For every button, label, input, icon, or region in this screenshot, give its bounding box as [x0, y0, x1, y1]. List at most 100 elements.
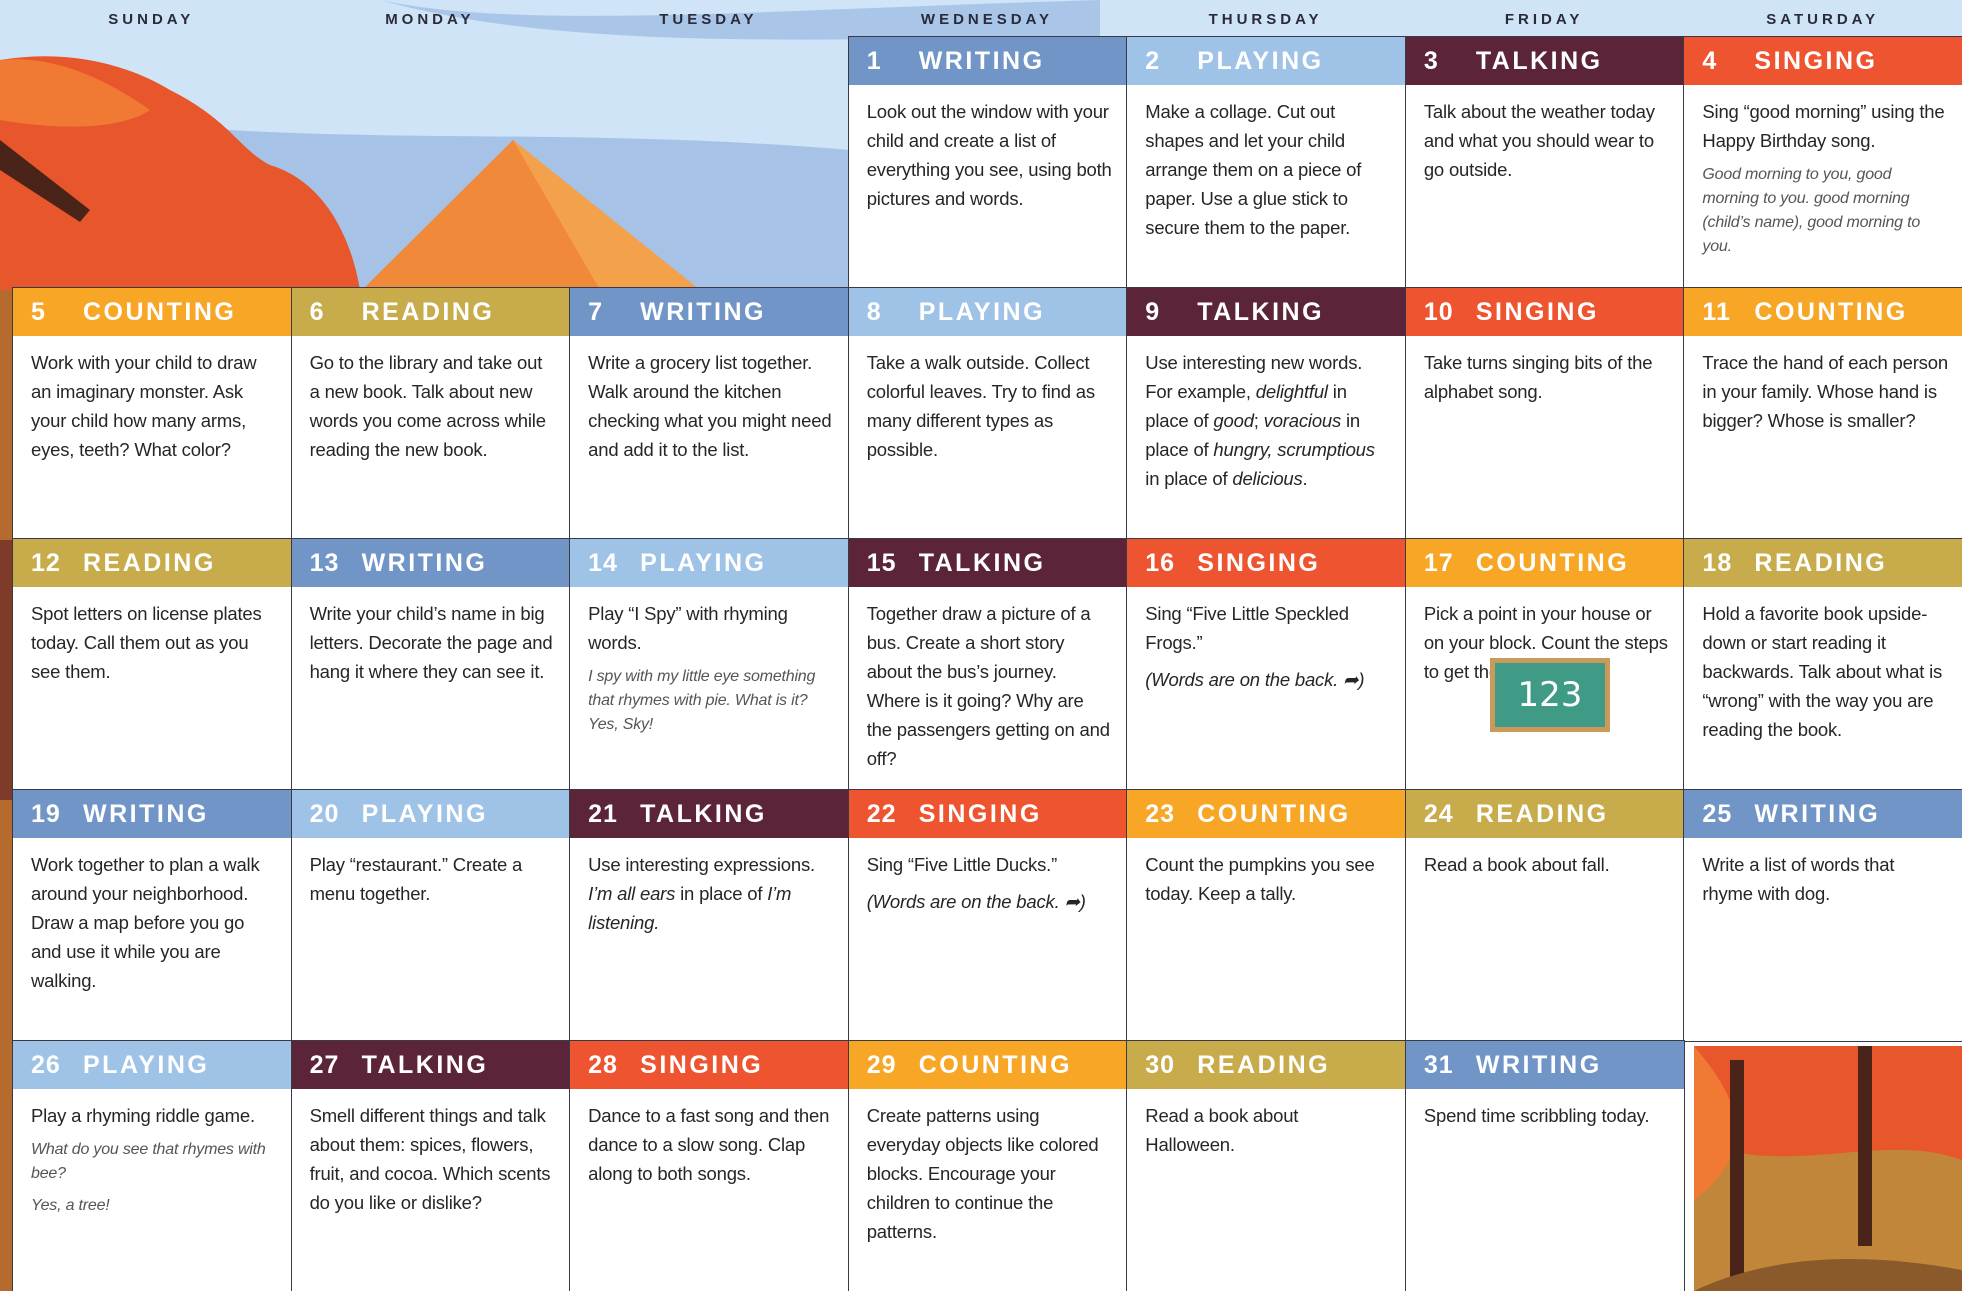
day-cell: 15 TALKING Together draw a picture of a bu…	[847, 538, 1128, 791]
activity: TALKING	[1475, 46, 1603, 75]
text-run: Use interesting expressions.	[588, 854, 815, 875]
day-text: Smell different things and talk about th…	[292, 1089, 570, 1217]
activity: WRITING	[918, 46, 1045, 75]
day-cell: 25 WRITING Write a list of words that rhym…	[1683, 789, 1962, 1042]
day-text: Take a walk outside. Collect colorful le…	[849, 336, 1127, 464]
day-header: 23 COUNTING	[1127, 790, 1406, 838]
day-cell: 16 SINGING Sing “Five Little Speckled Frog…	[1126, 538, 1407, 791]
paragraph: Play a rhyming riddle game.	[31, 1101, 277, 1130]
text-run: Dance to a fast song and then dance to a…	[588, 1105, 830, 1184]
paragraph: Create patterns using everyday objects l…	[867, 1101, 1113, 1246]
day-text: Talk about the weather today and what yo…	[1406, 85, 1684, 184]
day-header: 12 READING	[13, 539, 292, 587]
paragraph: Read a book about Halloween.	[1145, 1101, 1391, 1159]
day-cell: 20 PLAYING Play “restaurant.” Create a men…	[290, 789, 571, 1042]
day-header: 22 SINGING	[848, 790, 1127, 838]
activity: TALKING	[918, 548, 1046, 577]
text-run: Use interesting new words. For example,	[1145, 352, 1363, 402]
day-number: 17	[1423, 548, 1454, 577]
paragraph: Pick a point in your house or on your bl…	[1424, 599, 1670, 686]
day-header: 1 WRITING	[848, 37, 1127, 85]
day-cell: 17 COUNTING Pick a point in your house or …	[1404, 538, 1685, 791]
day-text: Use interesting expressions. I’m all ear…	[570, 838, 848, 937]
day-cell: 27 TALKING Smell different things and talk…	[290, 1040, 571, 1291]
paragraph: Smell different things and talk about th…	[310, 1101, 556, 1217]
day-header: 13 WRITING	[291, 539, 570, 587]
day-number: 27	[309, 1050, 340, 1079]
day-number: 12	[31, 548, 61, 577]
day-header: 7 WRITING	[570, 288, 849, 336]
paragraph: Hold a favorite book upside-down or star…	[1702, 599, 1948, 744]
text-run: Take turns singing bits of the alphabet …	[1423, 352, 1653, 402]
day-number: 13	[309, 548, 340, 577]
text-run: .	[1302, 468, 1308, 489]
day-cell: 29 COUNTING Create patterns using everyday…	[847, 1040, 1128, 1291]
day-number: 29	[866, 1050, 897, 1079]
day-header: 17 COUNTING	[1405, 539, 1684, 587]
paragraph: Take turns singing bits of the alphabet …	[1424, 348, 1670, 406]
paragraph: What do you see that rhymes with bee?	[31, 1138, 277, 1186]
day-number: 1	[866, 46, 882, 75]
day-number: 26	[31, 1050, 61, 1079]
day-header: 3 TALKING	[1405, 37, 1684, 85]
day-header: 25 WRITING	[1684, 790, 1962, 838]
paragraph: Spend time scribbling today.	[1424, 1101, 1670, 1130]
text-run: Work together to plan a walk around your…	[31, 854, 260, 991]
text-run: Spend time scribbling today.	[1423, 1105, 1650, 1126]
day-number: 22	[866, 799, 897, 828]
paragraph: Go to the library and take out a new boo…	[310, 348, 556, 464]
text-run: Take a walk outside. Collect colorful le…	[866, 352, 1095, 460]
text-run: Go to the library and take out a new boo…	[309, 352, 546, 460]
paragraph: Write a grocery list together. Walk arou…	[588, 348, 834, 464]
day-cell: 14 PLAYING Play “I Spy” with rhyming words…	[569, 538, 850, 791]
day-header: 5 COUNTING	[13, 288, 292, 336]
day-cell: 18 READING Hold a favorite book upside-dow…	[1683, 538, 1962, 791]
day-cell: 26 PLAYING Play a rhyming riddle game. What…	[12, 1040, 293, 1291]
paragraph: Use interesting new words. For example, …	[1145, 348, 1391, 493]
text-run: in place of	[675, 883, 768, 904]
text-run: Spot letters on license plates today. Ca…	[31, 603, 262, 682]
day-header: 8 PLAYING	[848, 288, 1127, 336]
day-cell: 9 TALKING Use interesting new words. For e…	[1126, 287, 1407, 540]
day-number: 10	[1423, 297, 1454, 326]
paragraph: Play “I Spy” with rhyming words.	[588, 599, 834, 657]
day-cell: 31 WRITING Spend time scribbling today.	[1404, 1040, 1685, 1291]
paragraph: Talk about the weather today and what yo…	[1424, 97, 1670, 184]
activity: SINGING	[918, 799, 1042, 828]
paragraph: Look out the window with your child and …	[867, 97, 1113, 213]
day-text: Spot letters on license plates today. Ca…	[13, 587, 291, 686]
day-cell: 2 PLAYING Make a collage. Cut out shapes a…	[1126, 36, 1407, 289]
paragraph: (Words are on the back. ➦)	[867, 887, 1113, 916]
day-number: 20	[309, 799, 340, 828]
text-run: Good morning to you, good morning to you…	[1702, 166, 1921, 255]
activity: WRITING	[361, 548, 488, 577]
text-run: Play “restaurant.” Create a menu togethe…	[309, 854, 523, 904]
day-header: 28 SINGING	[570, 1041, 849, 1089]
day-number: 25	[1702, 799, 1733, 828]
day-text: Trace the hand of each person in your fa…	[1684, 336, 1962, 435]
paragraph: Together draw a picture of a bus. Create…	[867, 599, 1113, 773]
day-header: 6 READING	[291, 288, 570, 336]
day-text: Spend time scribbling today.	[1406, 1089, 1684, 1130]
day-number: 31	[1423, 1050, 1454, 1079]
activity: PLAYING	[361, 799, 488, 828]
weekday: MONDAY	[385, 11, 475, 28]
day-cell: 23 COUNTING Count the pumpkins you see tod…	[1126, 789, 1407, 1042]
paragraph: Write your child’s name in big letters. …	[310, 599, 556, 686]
day-header: 26 PLAYING	[13, 1041, 292, 1089]
day-number: 6	[309, 297, 325, 326]
day-text: Make a collage. Cut out shapes and let y…	[1127, 85, 1405, 242]
paragraph: Sing “good morning” using the Happy Birt…	[1702, 97, 1948, 155]
weekday: WEDNESDAY	[920, 11, 1054, 28]
day-number: 5	[31, 297, 46, 326]
text-run: Work with your child to draw an imaginar…	[31, 352, 257, 460]
text-run: I’m all ears	[588, 883, 676, 904]
paragraph: Play “restaurant.” Create a menu togethe…	[310, 850, 556, 908]
activity: TALKING	[1197, 297, 1325, 326]
day-cell: 10 SINGING Take turns singing bits of the …	[1404, 287, 1685, 540]
day-header: 10 SINGING	[1405, 288, 1684, 336]
day-header: 16 SINGING	[1127, 539, 1406, 587]
text-run: Smell different things and talk about th…	[309, 1105, 551, 1213]
activity: READING	[83, 548, 216, 577]
day-number: 7	[588, 297, 604, 326]
